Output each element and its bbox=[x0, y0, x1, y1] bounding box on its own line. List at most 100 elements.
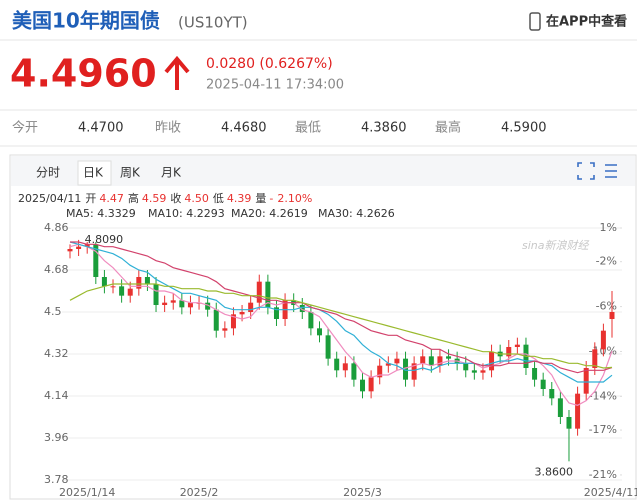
y-tick-label: 3.96 bbox=[44, 431, 69, 444]
candle-body bbox=[514, 344, 520, 347]
legend-entry: MA30: 4.2626 bbox=[318, 207, 395, 220]
tab-bar bbox=[11, 156, 635, 186]
candle-body bbox=[101, 277, 107, 287]
y2-tick-label: 1% bbox=[600, 221, 617, 234]
chart-frame bbox=[9, 154, 637, 500]
x-tick-label: 2025/1/14 bbox=[59, 486, 115, 499]
app-link-text[interactable]: 在APP中查看 bbox=[546, 14, 627, 30]
menu-icon[interactable] bbox=[605, 164, 617, 178]
tab[interactable]: 月K bbox=[161, 166, 182, 180]
toolbar-icons[interactable] bbox=[577, 162, 617, 180]
candle-body bbox=[162, 302, 168, 305]
candle-body bbox=[84, 244, 90, 247]
candle-body bbox=[437, 356, 443, 366]
candle-body bbox=[325, 335, 331, 359]
x-tick-label: 2025/4/11 bbox=[584, 486, 637, 499]
candle-body bbox=[127, 288, 133, 296]
max-label: 4.8090 bbox=[85, 233, 124, 246]
candle-body bbox=[67, 249, 73, 252]
candle-body bbox=[265, 281, 271, 308]
candle-body bbox=[76, 246, 82, 249]
candle-body bbox=[248, 302, 254, 312]
candle-body bbox=[600, 330, 606, 350]
candle-body bbox=[119, 286, 125, 296]
y-tick-label: 4.68 bbox=[44, 263, 69, 276]
info-value: - bbox=[269, 192, 273, 205]
info-label: 低 bbox=[213, 192, 224, 205]
candle-body bbox=[360, 379, 366, 392]
fullscreen-icon[interactable] bbox=[577, 162, 595, 180]
y-tick-label: 3.78 bbox=[44, 473, 69, 486]
candle-body bbox=[351, 363, 357, 380]
price-change: 0.0280 (0.6267%) bbox=[206, 56, 333, 72]
info-value: 4.39 bbox=[227, 192, 252, 205]
info-value: 4.47 bbox=[99, 192, 124, 205]
candle-body bbox=[403, 358, 409, 380]
y2-tick-label: -14% bbox=[589, 389, 617, 402]
candle-body bbox=[273, 307, 279, 319]
stat-value: 4.5900 bbox=[501, 121, 547, 136]
candle-body bbox=[230, 314, 236, 329]
candle-body bbox=[583, 368, 589, 394]
candle-body bbox=[377, 365, 383, 378]
ma-line bbox=[69, 241, 613, 383]
candle-body bbox=[144, 277, 150, 284]
stat-value: 4.4700 bbox=[78, 121, 124, 136]
title: 美国10年期国债 bbox=[12, 9, 160, 33]
candle-body bbox=[299, 305, 305, 312]
y2-tick-label: -6% bbox=[596, 300, 617, 313]
info-value: 4.59 bbox=[142, 192, 167, 205]
candle-body bbox=[428, 356, 434, 366]
candle-body bbox=[334, 358, 340, 371]
y-tick-label: 4.5 bbox=[44, 305, 62, 318]
app-link[interactable]: 在APP中查看 bbox=[529, 12, 627, 31]
legend-entry: MA10: 4.2293 bbox=[148, 207, 225, 220]
candle-body bbox=[411, 363, 417, 380]
tab[interactable]: 分时 bbox=[36, 166, 60, 180]
stat-label: 最低 bbox=[295, 121, 321, 136]
candle-body bbox=[420, 356, 426, 364]
candle-body bbox=[532, 368, 538, 380]
info-line: 2025/04/11 开 4.47 高 4.59 收 4.50 低 4.39 量 -2.10% bbox=[18, 191, 312, 205]
candle-body bbox=[394, 358, 400, 364]
min-label: 3.8600 bbox=[534, 465, 573, 478]
info-change: 2.10% bbox=[277, 192, 312, 205]
candle-body bbox=[575, 393, 581, 429]
candle-body bbox=[557, 398, 563, 417]
x-tick-label: 2025/3 bbox=[343, 486, 382, 499]
candle-body bbox=[540, 379, 546, 389]
candle-body bbox=[446, 356, 452, 359]
candle-body bbox=[480, 370, 486, 373]
stat-label: 今开 bbox=[12, 120, 38, 136]
candle-body bbox=[110, 286, 116, 288]
candle-body bbox=[239, 312, 245, 315]
candle-body bbox=[609, 312, 615, 319]
candle-body bbox=[136, 277, 142, 289]
info-label: 开 bbox=[85, 192, 96, 205]
y2-tick-label: -21% bbox=[589, 468, 617, 481]
active-tab bbox=[77, 160, 112, 186]
candle-body bbox=[506, 347, 512, 357]
stat-value: 4.3860 bbox=[361, 121, 407, 136]
candle-body bbox=[368, 377, 374, 392]
candle-body bbox=[308, 312, 314, 329]
candle-body bbox=[549, 389, 555, 399]
candle-body bbox=[93, 244, 99, 277]
phone-icon bbox=[529, 12, 541, 31]
candle-body bbox=[471, 370, 477, 373]
candle-body bbox=[187, 302, 193, 308]
candle-body bbox=[170, 300, 176, 303]
candle-body bbox=[153, 284, 159, 305]
ma-line bbox=[70, 241, 613, 374]
x-tick-label: 2025/2 bbox=[180, 486, 219, 499]
tab[interactable]: 周K bbox=[120, 166, 141, 180]
ma-line bbox=[69, 283, 613, 369]
info-label: 收 bbox=[170, 191, 181, 205]
candle-body bbox=[205, 302, 211, 310]
y2-tick-label: -2% bbox=[596, 255, 617, 268]
candle-body bbox=[342, 363, 348, 371]
tab[interactable]: 日K bbox=[83, 166, 104, 180]
stat-value: 4.4680 bbox=[221, 121, 267, 136]
ma-line bbox=[69, 243, 613, 406]
candle-body bbox=[256, 281, 262, 303]
